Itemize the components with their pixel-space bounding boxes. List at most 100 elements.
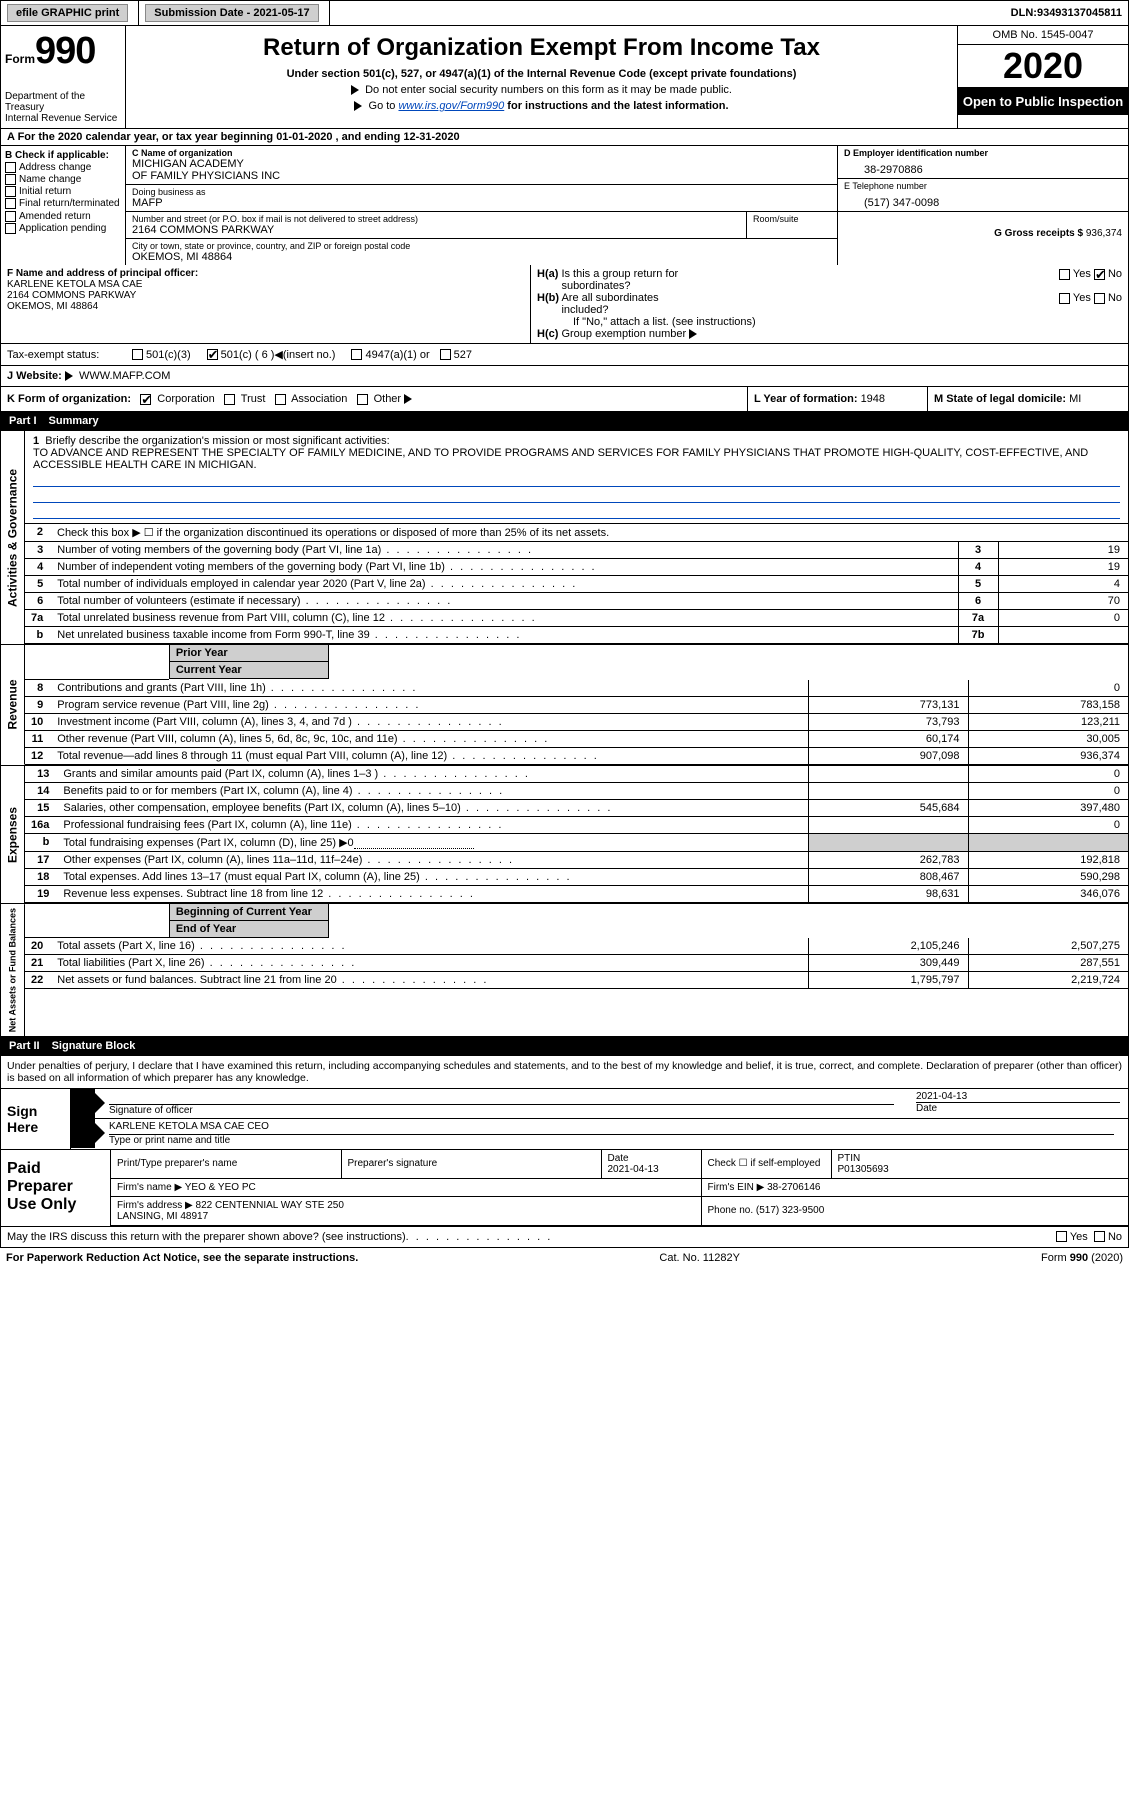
- sig-officer-cell: Signature of officer: [95, 1089, 908, 1118]
- table-row: 14Benefits paid to or for members (Part …: [25, 782, 1128, 799]
- dba-cell: Doing business as MAFP: [126, 185, 837, 212]
- prep-phone: (517) 323-9500: [756, 1205, 824, 1216]
- prep-sig-lbl: Preparer's signature: [341, 1150, 601, 1179]
- subdate-btn[interactable]: Submission Date - 2021-05-17: [145, 4, 318, 22]
- tbl-a: 3Number of voting members of the governi…: [25, 542, 1128, 644]
- po-name: KARLENE KETOLA MSA CAE: [7, 279, 524, 290]
- org-name-lbl: C Name of organization: [132, 148, 831, 158]
- col-eoy: End of Year: [169, 921, 329, 938]
- efile-label: efile GRAPHIC print: [1, 1, 139, 25]
- table-row: 17Other expenses (Part IX, column (A), l…: [25, 851, 1128, 868]
- discuss-q: May the IRS discuss this return with the…: [7, 1231, 406, 1243]
- chk-initial[interactable]: Initial return: [5, 186, 121, 197]
- tax-exempt-row: Tax-exempt status: 501(c)(3) 501(c) ( 6 …: [0, 344, 1129, 366]
- col-b-checkboxes: B Check if applicable: Address change Na…: [1, 146, 126, 265]
- h-section: H(a) Is this a group return for subordin…: [531, 265, 1128, 343]
- part1-revenue: Revenue Prior YearCurrent Year 8Contribu…: [0, 645, 1129, 766]
- table-row: bNet unrelated business taxable income f…: [25, 627, 1128, 644]
- table-row: 5Total number of individuals employed in…: [25, 576, 1128, 593]
- chk-501c3[interactable]: [132, 349, 143, 360]
- tbl-c: 13Grants and similar amounts paid (Part …: [25, 766, 1128, 903]
- sig-officer-lbl: Signature of officer: [109, 1105, 894, 1116]
- ha-yes-chk[interactable]: [1059, 269, 1070, 280]
- col-d: D Employer identification number 38-2970…: [838, 146, 1128, 265]
- tbl-d: 20Total assets (Part X, line 16)2,105,24…: [25, 938, 1128, 989]
- footer-right: Form 990 (2020): [1041, 1252, 1123, 1264]
- tbl-governance: 2Check this box ▶ ☐ if the organization …: [25, 524, 1128, 542]
- col-prior: Prior Year: [169, 645, 329, 662]
- omb-number: OMB No. 1545-0047: [958, 26, 1128, 45]
- po-addr: 2164 COMMONS PARKWAY OKEMOS, MI 48864: [7, 290, 524, 312]
- addr-val: 2164 COMMONS PARKWAY: [132, 224, 740, 236]
- chk-final[interactable]: Final return/terminated: [5, 198, 121, 209]
- ha-no-chk[interactable]: [1094, 269, 1105, 280]
- table-row: 6Total number of volunteers (estimate if…: [25, 593, 1128, 610]
- chk-other[interactable]: [357, 394, 368, 405]
- tax-year: 2020: [958, 45, 1128, 88]
- form-subtitle: Under section 501(c), 527, or 4947(a)(1)…: [134, 68, 949, 80]
- room-cell: Room/suite: [747, 212, 837, 239]
- web-val: WWW.MAFP.COM: [79, 370, 170, 382]
- vtab-revenue: Revenue: [1, 645, 25, 765]
- discuss-no-chk[interactable]: [1094, 1231, 1105, 1242]
- preparer-block: Paid Preparer Use Only Print/Type prepar…: [0, 1150, 1129, 1227]
- chk-amended[interactable]: Amended return: [5, 211, 121, 222]
- chk-corp[interactable]: [140, 394, 151, 405]
- footer: For Paperwork Reduction Act Notice, see …: [0, 1248, 1129, 1268]
- phone-cell: E Telephone number (517) 347-0098: [838, 179, 1128, 212]
- state-domicile: M State of legal domicile: MI: [928, 387, 1128, 411]
- dba-lbl: Doing business as: [132, 187, 831, 197]
- col-b-head: B Check if applicable:: [5, 150, 121, 161]
- mission-text: TO ADVANCE AND REPRESENT THE SPECIALTY O…: [33, 447, 1088, 471]
- po-lbl: F Name and address of principal officer:: [7, 268, 524, 279]
- part2-header: Part IISignature Block: [0, 1037, 1129, 1056]
- form-number: Form990: [5, 30, 121, 73]
- sign-here-block: Sign Here Signature of officer 2021-04-1…: [0, 1089, 1129, 1150]
- website-row: J Website: WWW.MAFP.COM: [0, 366, 1129, 387]
- chk-pending[interactable]: Application pending: [5, 223, 121, 234]
- chk-trust[interactable]: [224, 394, 235, 405]
- phone-lbl: E Telephone number: [844, 181, 1122, 191]
- tax-lbl: Tax-exempt status:: [7, 349, 132, 361]
- tbl-rev-hdr: Prior YearCurrent Year: [25, 645, 1128, 680]
- chk-501c[interactable]: [207, 349, 218, 360]
- topbar: efile GRAPHIC print Submission Date - 20…: [0, 0, 1129, 26]
- dept-label: Department of the Treasury Internal Reve…: [5, 91, 121, 124]
- prep-table: Print/Type preparer's name Preparer's si…: [111, 1150, 1128, 1226]
- chk-4947[interactable]: [351, 349, 362, 360]
- sig-intro: Under penalties of perjury, I declare th…: [0, 1056, 1129, 1089]
- col-c: C Name of organization MICHIGAN ACADEMY …: [126, 146, 838, 265]
- hdr-mid: Return of Organization Exempt From Incom…: [126, 26, 958, 128]
- hb-note: If "No," attach a list. (see instruction…: [537, 316, 1122, 328]
- hb-no-chk[interactable]: [1094, 293, 1105, 304]
- gross-lbl: G Gross receipts $: [994, 228, 1086, 239]
- table-row: 9Program service revenue (Part VIII, lin…: [25, 696, 1128, 713]
- efile-btn[interactable]: efile GRAPHIC print: [7, 4, 128, 22]
- table-row: 4Number of independent voting members of…: [25, 559, 1128, 576]
- table-row: 16aProfessional fundraising fees (Part I…: [25, 816, 1128, 833]
- prep-selfemp: Check ☐ if self-employed: [701, 1150, 831, 1179]
- sig-name-val: KARLENE KETOLA MSA CAE CEO: [109, 1121, 1114, 1135]
- footer-mid: Cat. No. 11282Y: [659, 1252, 740, 1264]
- q2: Check this box ▶ ☐ if the organization d…: [51, 524, 1128, 542]
- vtab-activities: Activities & Governance: [1, 431, 25, 644]
- arrow2: Go to www.irs.gov/Form990 for instructio…: [134, 100, 949, 112]
- sig-name-lbl: Type or print name and title: [109, 1135, 1114, 1146]
- addr-cell: Number and street (or P.O. box if mail i…: [126, 212, 747, 239]
- city-cell: City or town, state or province, country…: [126, 239, 837, 265]
- chk-address[interactable]: Address change: [5, 162, 121, 173]
- chk-527[interactable]: [440, 349, 451, 360]
- hdr-right: OMB No. 1545-0047 2020 Open to Public In…: [958, 26, 1128, 128]
- irs-link[interactable]: www.irs.gov/Form990: [398, 100, 504, 112]
- year-formation: L Year of formation: 1948: [748, 387, 928, 411]
- hdr-left: Form990 Department of the Treasury Inter…: [1, 26, 126, 128]
- chk-assoc[interactable]: [275, 394, 286, 405]
- table-row: 3Number of voting members of the governi…: [25, 542, 1128, 559]
- addr-row: Number and street (or P.O. box if mail i…: [126, 212, 837, 239]
- discuss-yes-chk[interactable]: [1056, 1231, 1067, 1242]
- sig-date-lbl: Date: [916, 1102, 1120, 1114]
- hb-yes-chk[interactable]: [1059, 293, 1070, 304]
- chk-name[interactable]: Name change: [5, 174, 121, 185]
- sig-date-val: 2021-04-13: [916, 1091, 1120, 1102]
- table-row: 7aTotal unrelated business revenue from …: [25, 610, 1128, 627]
